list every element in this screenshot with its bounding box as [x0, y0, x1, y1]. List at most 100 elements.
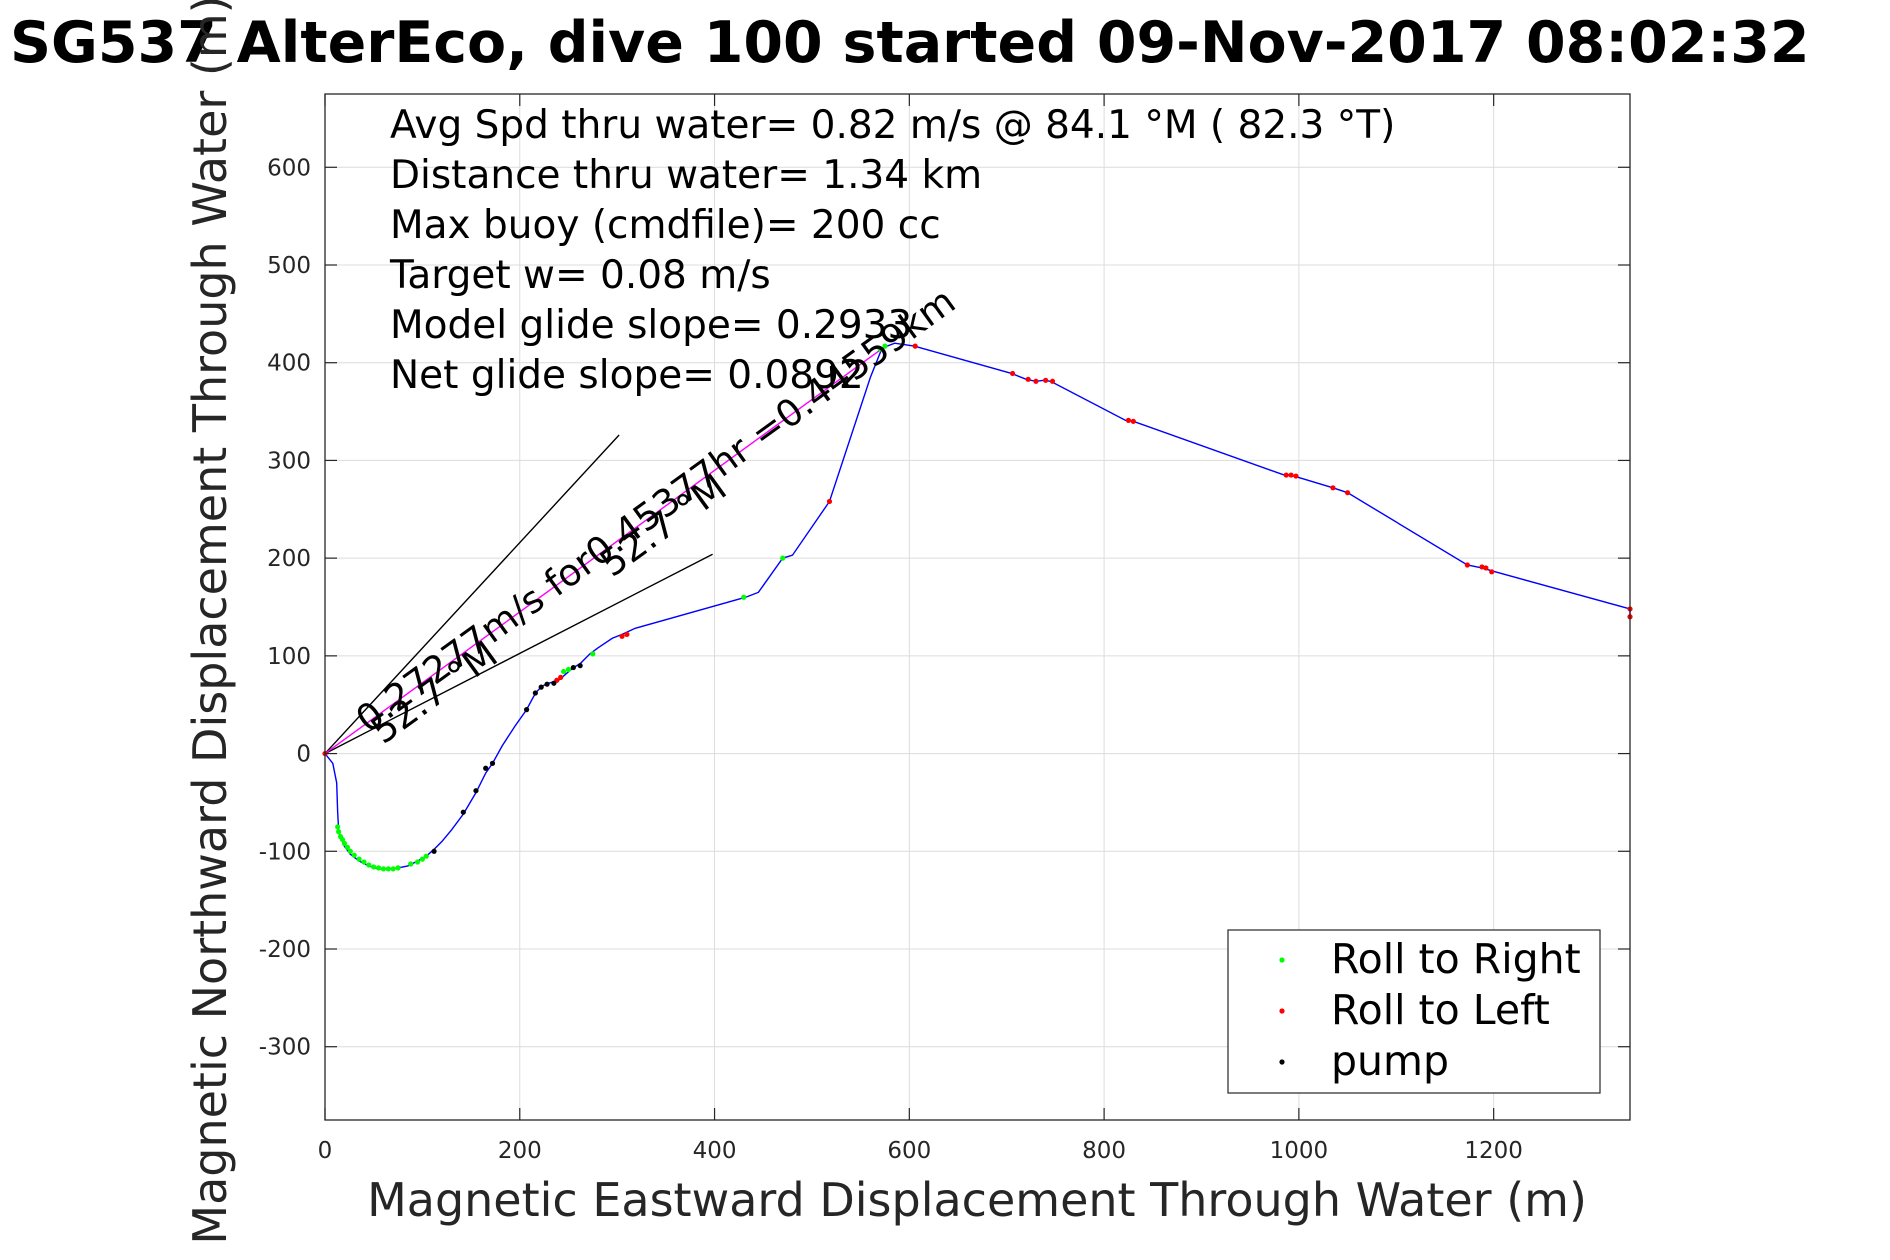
guide-line [324, 349, 881, 755]
roll-left-marker [1009, 370, 1016, 377]
roll-right-marker [336, 829, 342, 835]
y-tick-label: 600 [267, 155, 311, 181]
y-ticks: -300 -200 -100 0 100 200 300 400 500 600 [259, 155, 1630, 1061]
x-tick-label: 0 [318, 1138, 333, 1164]
grid [324, 94, 1630, 1120]
roll-left-marker [1049, 378, 1056, 384]
roll-left-marker [1283, 472, 1289, 478]
legend-marker-pump [1279, 1059, 1285, 1065]
roll-right-marker [780, 555, 786, 561]
pump-marker [570, 664, 576, 671]
roll-left-marker [1043, 377, 1049, 383]
x-axis-label: Magnetic Eastward Displacement Through W… [367, 1173, 1587, 1227]
y-tick-label: 200 [267, 546, 311, 572]
roll-left-marker [1125, 417, 1132, 423]
roll-right-marker [882, 343, 888, 349]
x-tick-label: 400 [693, 1138, 737, 1164]
roll-left-marker [826, 498, 833, 505]
roll-left-marker [1464, 562, 1470, 568]
x-tick-label: 600 [887, 1138, 931, 1164]
annotation-line: Target w= 0.08 m/s [389, 253, 771, 298]
roll-left-marker [1288, 472, 1294, 478]
roll-left-marker [619, 633, 625, 639]
roll-right-marker [347, 848, 353, 854]
y-tick-label: 100 [267, 644, 311, 670]
pump-marker [544, 681, 550, 687]
legend-label-roll-right: Roll to Right [1331, 935, 1581, 983]
legend-label-roll-left: Roll to Left [1331, 986, 1550, 1034]
roll-right-marker [375, 865, 382, 871]
pump-marker [532, 690, 538, 696]
roll-left-marker [1479, 564, 1485, 570]
pump-marker [538, 684, 544, 690]
annotation-line: Model glide slope= 0.2933 [390, 303, 912, 348]
roll-right-marker [380, 866, 387, 872]
pump-marker [551, 680, 557, 686]
roll-left-marker [1344, 490, 1351, 496]
roll-right-marker [344, 844, 350, 850]
legend-marker-roll-left [1279, 1008, 1285, 1014]
pump-marker [483, 765, 489, 771]
roll-left-marker [1033, 378, 1039, 384]
guide-lines [324, 349, 881, 755]
roll-right-marker [361, 859, 367, 865]
y-axis-label: Magnetic Northward Displacement Through … [183, 0, 237, 1245]
plot-frame [324, 93, 1631, 1121]
guide-line [324, 434, 620, 755]
roll-left-marker [1483, 565, 1489, 571]
roll-left-marker [912, 343, 918, 349]
y-tick-label: 400 [267, 351, 311, 377]
x-ticks: 0 200 400 600 800 1000 1200 [318, 94, 1523, 1164]
x-tick-label: 800 [1082, 1138, 1126, 1164]
y-tick-label: -100 [259, 839, 311, 865]
roll-left-marker [1489, 569, 1495, 575]
marker-series [322, 343, 1633, 872]
pump-marker [523, 707, 530, 713]
roll-right-marker [366, 862, 372, 868]
guide-line [324, 553, 713, 755]
roll-right-marker [390, 866, 396, 872]
pump-marker [431, 848, 437, 854]
x-tick-label: 200 [498, 1138, 542, 1164]
roll-right-marker [356, 856, 362, 862]
roll-right-marker [335, 824, 341, 830]
roll-left-marker [1330, 485, 1336, 491]
annotation-line: Distance thru water= 1.34 km [390, 153, 982, 198]
roll-right-marker [561, 668, 567, 675]
roll-right-marker [565, 666, 572, 673]
stats-annotations: Avg Spd thru water= 0.82 m/s @ 84.1 °M (… [389, 103, 1395, 398]
pump-marker [489, 760, 496, 766]
chart-title: SG537 AlterEco, dive 100 started 09-Nov-… [10, 10, 1810, 76]
roll-right-marker [339, 836, 346, 843]
roll-right-marker [341, 840, 348, 847]
roll-left-marker [624, 631, 630, 637]
roll-right-marker [590, 651, 596, 657]
roll-left-marker [1025, 376, 1031, 382]
annotation-line: Avg Spd thru water= 0.82 m/s @ 84.1 °M (… [390, 103, 1395, 148]
legend-box [1227, 929, 1601, 1094]
roll-right-marker [371, 864, 377, 870]
roll-right-marker [423, 853, 429, 859]
roll-right-marker [419, 856, 425, 862]
pump-marker [473, 788, 479, 794]
roll-right-marker [385, 866, 391, 872]
pump-marker [577, 663, 583, 669]
legend: Roll to Right Roll to Left pump [1227, 929, 1601, 1094]
legend-label-pump: pump [1331, 1037, 1449, 1085]
annotation-line: Max buoy (cmdfile)= 200 cc [390, 203, 941, 248]
y-tick-label: 0 [296, 742, 311, 768]
y-tick-label: -200 [259, 937, 311, 963]
x-tick-label: 1000 [1270, 1138, 1329, 1164]
roll-right-marker [351, 852, 357, 858]
roll-right-marker [414, 859, 421, 865]
roll-left-marker [1130, 418, 1136, 424]
roll-right-marker [395, 865, 401, 871]
y-tick-label: -300 [259, 1035, 311, 1061]
roll-right-marker [408, 861, 414, 867]
x-tick-label: 1200 [1464, 1138, 1523, 1164]
roll-right-marker [877, 346, 883, 352]
roll-left-marker [1293, 473, 1299, 479]
y-tick-label: 300 [267, 448, 311, 474]
roll-left-marker [558, 674, 564, 680]
